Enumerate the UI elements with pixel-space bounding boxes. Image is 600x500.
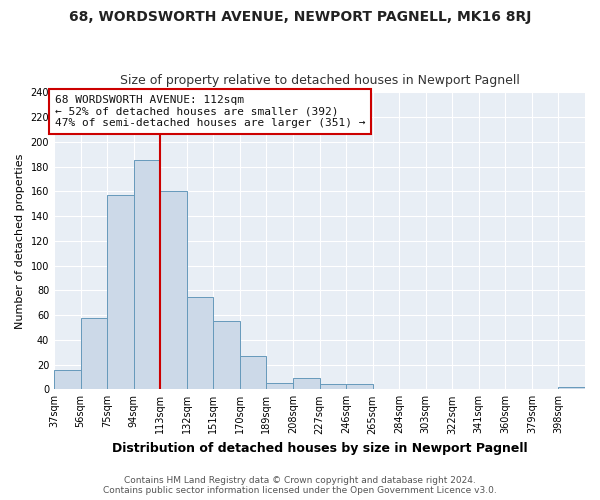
Bar bbox=[346, 384, 373, 390]
Bar bbox=[160, 192, 187, 390]
Bar bbox=[80, 318, 107, 390]
X-axis label: Distribution of detached houses by size in Newport Pagnell: Distribution of detached houses by size … bbox=[112, 442, 527, 455]
Bar bbox=[240, 356, 266, 390]
Title: Size of property relative to detached houses in Newport Pagnell: Size of property relative to detached ho… bbox=[119, 74, 520, 87]
Bar bbox=[54, 370, 80, 390]
Bar bbox=[187, 296, 214, 390]
Y-axis label: Number of detached properties: Number of detached properties bbox=[15, 153, 25, 328]
Bar bbox=[293, 378, 320, 390]
Bar bbox=[559, 387, 585, 390]
Bar bbox=[214, 321, 240, 390]
Text: 68 WORDSWORTH AVENUE: 112sqm
← 52% of detached houses are smaller (392)
47% of s: 68 WORDSWORTH AVENUE: 112sqm ← 52% of de… bbox=[55, 95, 365, 128]
Bar bbox=[266, 383, 293, 390]
Bar bbox=[134, 160, 160, 390]
Bar bbox=[107, 195, 134, 390]
Text: Contains HM Land Registry data © Crown copyright and database right 2024.
Contai: Contains HM Land Registry data © Crown c… bbox=[103, 476, 497, 495]
Text: 68, WORDSWORTH AVENUE, NEWPORT PAGNELL, MK16 8RJ: 68, WORDSWORTH AVENUE, NEWPORT PAGNELL, … bbox=[69, 10, 531, 24]
Bar bbox=[320, 384, 346, 390]
